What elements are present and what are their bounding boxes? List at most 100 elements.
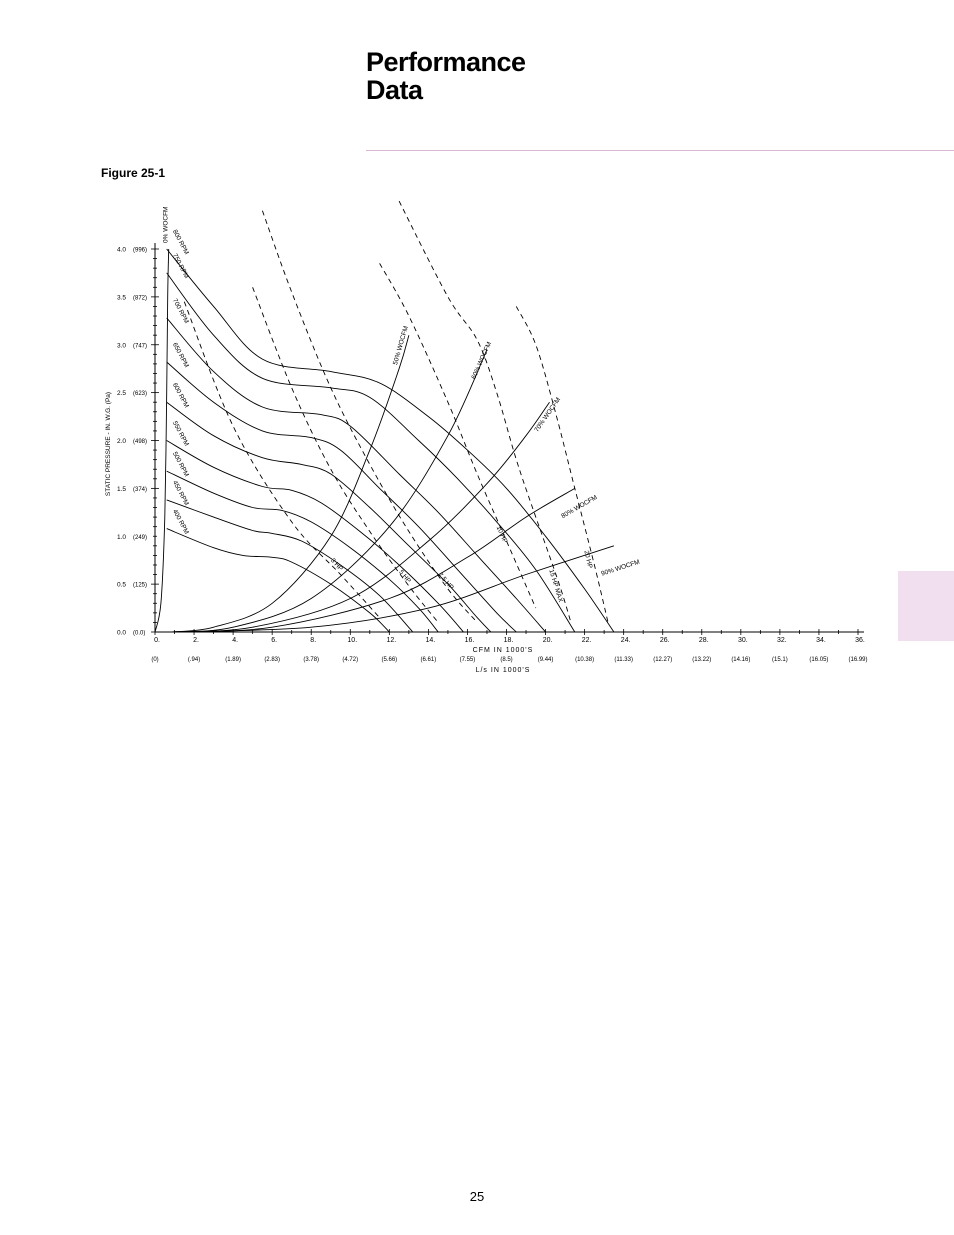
60-wocfm-curve — [170, 349, 488, 633]
750-rpm-curve — [166, 272, 576, 633]
y-tick-label: 1.5 — [117, 486, 126, 493]
y-tick-label: 1.0 — [117, 534, 126, 541]
y-tick-si-label: (623) — [133, 391, 147, 397]
x-tick-si-label: (15.1) — [772, 657, 788, 663]
y-tick-label: 2.5 — [117, 390, 126, 397]
600-rpm-curve — [166, 401, 492, 633]
400-rpm-curve — [166, 528, 390, 633]
title-divider — [366, 150, 954, 151]
x-tick-label: 18. — [504, 637, 514, 644]
y-tick-si-label: (0.0) — [133, 631, 145, 637]
y-tick-label: 0.0 — [117, 630, 126, 637]
y-axis-label: STATIC PRESSURE - IN. W.G. (Pa) — [105, 392, 112, 496]
figure-label: Figure 25-1 — [101, 166, 166, 180]
10-hp-label: 10 HP — [495, 525, 509, 544]
600-rpm-label: 600 RPM — [171, 382, 190, 409]
15-hp-max-curve — [398, 200, 572, 623]
x-tick-label: 26. — [660, 637, 670, 644]
x-tick-label: 2. — [193, 637, 199, 644]
x-tick-label: 8. — [310, 637, 316, 644]
x-tick-label: 36. — [855, 637, 865, 644]
80-wocfm-curve — [170, 488, 576, 633]
50-wocfm-curve — [170, 335, 410, 633]
20-hp-label: 20 HP — [582, 550, 593, 569]
x-tick-si-label: (13.22) — [692, 657, 711, 663]
x-tick-label: 14. — [426, 637, 436, 644]
500-rpm-curve — [166, 470, 439, 633]
700-rpm-curve — [166, 317, 546, 633]
90-wocfm-curve — [170, 545, 615, 633]
x-tick-label: 12. — [386, 637, 396, 644]
5-hp-label: 5 HP — [397, 569, 412, 585]
x-tick-si-label: (16.05) — [809, 657, 828, 663]
x-tick-label: 16. — [465, 637, 475, 644]
x-tick-si-label: (11.33) — [614, 657, 633, 663]
x-tick-si-label: (7.55) — [460, 657, 476, 663]
7-5-hp-label: 7.5 HP — [436, 572, 454, 592]
page-title-line1: Performance — [366, 47, 526, 77]
800-rpm-label: 800 RPM — [171, 229, 190, 256]
10-hp-curve — [379, 263, 537, 609]
y-tick-label: 0.5 — [117, 582, 126, 589]
page-number: 25 — [469, 1189, 485, 1204]
x-tick-label: 20. — [543, 637, 553, 644]
x-tick-si-label: (10.38) — [575, 657, 594, 663]
x-tick-si-label: (6.61) — [421, 657, 437, 663]
15-hp-max-label: 15 HP MAX — [547, 569, 564, 604]
performance-chart: 0. (0) 2. (.94) 4. (1.89) 6. (2.83) 8. (3.78) 10. (… — [105, 200, 868, 674]
y-tick-label: 4.0 — [117, 247, 126, 254]
5-hp-curve — [252, 287, 439, 623]
y-tick-si-label: (125) — [133, 583, 147, 589]
x-tick-label: 22. — [582, 637, 592, 644]
550-rpm-curve — [166, 440, 464, 633]
y-tick-si-label: (996) — [133, 248, 147, 254]
x-tick-label: 0. — [154, 637, 160, 644]
x-tick-si-label: (0) — [151, 657, 158, 663]
450-rpm-curve — [166, 499, 414, 633]
500-rpm-label: 500 RPM — [171, 451, 190, 478]
x-tick-si-label: (8.5) — [500, 657, 512, 663]
section-tab — [898, 571, 954, 641]
x-tick-si-label: (2.83) — [264, 657, 280, 663]
60-wocfm-label: 60% WOCFM — [470, 341, 493, 380]
page-title-line2: Data — [366, 75, 423, 105]
y-tick-si-label: (498) — [133, 439, 147, 445]
y-tick-label: 3.5 — [117, 294, 126, 301]
x-axis-label-si: L/s IN 1000'S — [476, 667, 531, 674]
x-tick-label: 6. — [271, 637, 277, 644]
800-rpm-curve — [166, 248, 615, 633]
x-tick-si-label: (16.99) — [848, 657, 867, 663]
x-tick-si-label: (.94) — [188, 657, 200, 663]
50-wocfm-label: 50% WOCFM — [392, 325, 410, 365]
3-hp-curve — [183, 301, 380, 618]
x-tick-si-label: (5.66) — [381, 657, 397, 663]
20-hp-curve — [515, 306, 609, 623]
550-rpm-label: 550 RPM — [171, 420, 190, 447]
x-tick-si-label: (4.72) — [342, 657, 358, 663]
x-tick-label: 34. — [816, 637, 826, 644]
750-rpm-label: 750 RPM — [171, 253, 190, 280]
x-tick-label: 24. — [621, 637, 631, 644]
x-tick-si-label: (9.44) — [538, 657, 554, 663]
650-rpm-curve — [166, 361, 517, 633]
y-tick-si-label: (374) — [133, 487, 147, 493]
y-tick-label: 3.0 — [117, 342, 126, 349]
650-rpm-label: 650 RPM — [171, 342, 190, 369]
x-tick-label: 4. — [232, 637, 238, 644]
x-tick-label: 30. — [738, 637, 748, 644]
y-tick-si-label: (872) — [133, 295, 147, 301]
3-hp-label: 3 HP — [329, 557, 344, 572]
x-tick-si-label: (14.16) — [731, 657, 750, 663]
y-tick-si-label: (249) — [133, 535, 147, 541]
page-title: Performance Data — [366, 48, 526, 104]
0-wocfm-label: 0% WOCFM — [163, 207, 170, 243]
0-wocfm-curve — [154, 248, 170, 633]
70-wocfm-curve — [170, 401, 550, 633]
x-axis-label: CFM IN 1000'S — [473, 647, 534, 654]
x-tick-label: 32. — [777, 637, 787, 644]
y-tick-si-label: (747) — [133, 343, 147, 349]
x-tick-si-label: (12.27) — [653, 657, 672, 663]
x-tick-label: 10. — [347, 637, 357, 644]
x-tick-si-label: (3.78) — [303, 657, 319, 663]
x-tick-label: 28. — [699, 637, 709, 644]
